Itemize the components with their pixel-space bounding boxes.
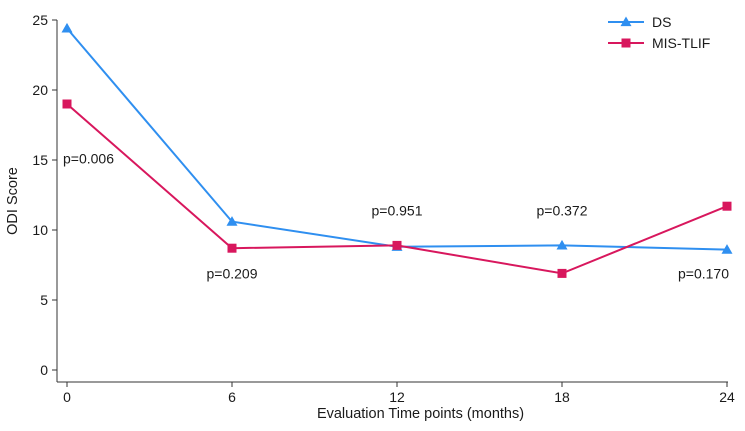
data-point-ds <box>556 239 568 250</box>
legend: DS MIS-TLIF <box>602 6 738 61</box>
data-point-ds <box>61 22 73 33</box>
data-point-mis-tlif <box>722 201 732 211</box>
data-point-mis-tlif <box>557 268 567 278</box>
x-tick-label: 18 <box>554 389 570 405</box>
legend-box <box>602 6 738 61</box>
p-value-label: p=0.006 <box>63 151 114 167</box>
data-point-mis-tlif <box>227 243 237 253</box>
x-axis-title: Evaluation Time points (months) <box>317 406 524 422</box>
data-point-ds <box>226 216 238 226</box>
y-tick-label: 25 <box>32 12 48 28</box>
legend-marker-mis-tlif <box>621 38 631 48</box>
y-tick-label: 15 <box>32 152 48 168</box>
y-tick-label: 0 <box>40 362 48 378</box>
y-tick-label: 20 <box>32 82 48 98</box>
data-point-ds <box>721 244 733 254</box>
axes: 0 5 10 15 20 25 0 6 12 18 24 <box>32 12 735 405</box>
p-value-label: p=0.951 <box>372 202 423 218</box>
x-tick-label: 6 <box>228 389 236 405</box>
x-tick-label: 12 <box>389 389 405 405</box>
legend-label-ds: DS <box>652 14 671 30</box>
series-layer <box>61 22 733 278</box>
y-tick-label: 10 <box>32 222 48 238</box>
legend-marker-ds <box>620 16 632 27</box>
annotation-layer: p=0.006 p=0.209 p=0.951 p=0.372 p=0.170 <box>63 151 729 282</box>
data-point-mis-tlif <box>62 99 72 109</box>
x-tick-label: 24 <box>719 389 735 405</box>
y-tick-label: 5 <box>40 292 48 308</box>
data-point-mis-tlif <box>392 240 402 250</box>
y-axis-title: ODI Score <box>5 167 21 235</box>
p-value-label: p=0.209 <box>207 265 258 281</box>
x-tick-label: 0 <box>63 389 71 405</box>
p-value-label: p=0.170 <box>678 265 729 281</box>
p-value-label: p=0.372 <box>537 202 588 218</box>
legend-label-mis-tlif: MIS-TLIF <box>652 35 710 51</box>
